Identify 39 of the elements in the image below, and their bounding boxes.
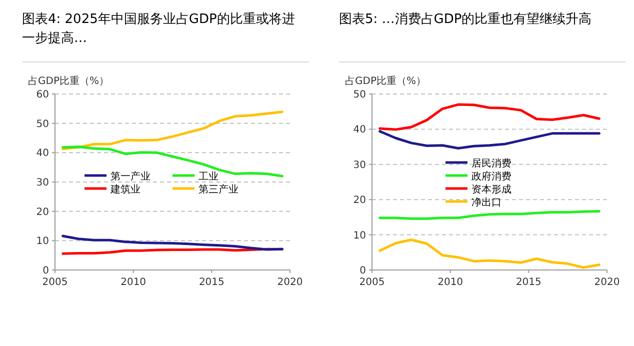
y-tick-label: 0 <box>360 266 366 276</box>
legend-label: 政府消费 <box>472 170 512 182</box>
x-tick-label: 2020 <box>277 277 303 288</box>
y-tick-label: 50 <box>36 118 49 130</box>
y-tick-label: 20 <box>353 195 366 206</box>
y-tick-label: 50 <box>353 90 366 100</box>
legend-label: 净出口 <box>472 196 502 208</box>
legend-label: 第一产业 <box>110 170 150 182</box>
legend-label: 建筑业 <box>110 184 140 196</box>
line-series <box>378 238 600 269</box>
x-tick-label: 2010 <box>120 277 146 288</box>
y-tick-label: 40 <box>353 124 366 136</box>
y-tick-label: 60 <box>36 90 49 100</box>
x-tick-label: 2010 <box>438 277 464 288</box>
y-axis-title: 占GDP比重（%） <box>345 75 426 87</box>
y-tick-label: 40 <box>36 148 49 160</box>
legend-label: 第三产业 <box>198 184 238 196</box>
y-tick-label: 30 <box>36 178 49 188</box>
y-axis-title: 占GDP比重（%） <box>28 75 109 87</box>
x-tick-label: 2020 <box>594 277 620 288</box>
line-series <box>378 130 600 150</box>
legend-label: 居民消费 <box>472 158 512 170</box>
line-series <box>378 210 600 220</box>
line-series <box>62 234 284 251</box>
y-tick-label: 10 <box>36 236 49 248</box>
y-tick-label: 20 <box>36 206 49 218</box>
legend-label: 资本形成 <box>472 184 512 196</box>
x-tick-label: 2015 <box>198 277 224 288</box>
y-tick-label: 10 <box>353 230 366 242</box>
legend-label: 工业 <box>198 170 218 182</box>
chart-title: 图表4: 2025年中国服务业占GDP的比重或将进一步提高… <box>22 11 296 48</box>
x-tick-label: 2005 <box>42 277 68 288</box>
line-series <box>62 110 284 150</box>
line-series <box>378 103 600 131</box>
y-tick-label: 30 <box>353 160 366 171</box>
chart-title: 图表5: …消费占GDP的比重也有望继续升高 <box>339 11 593 29</box>
y-tick-label: 0 <box>42 266 49 276</box>
x-tick-label: 2015 <box>516 277 542 288</box>
x-tick-label: 2005 <box>359 277 385 288</box>
